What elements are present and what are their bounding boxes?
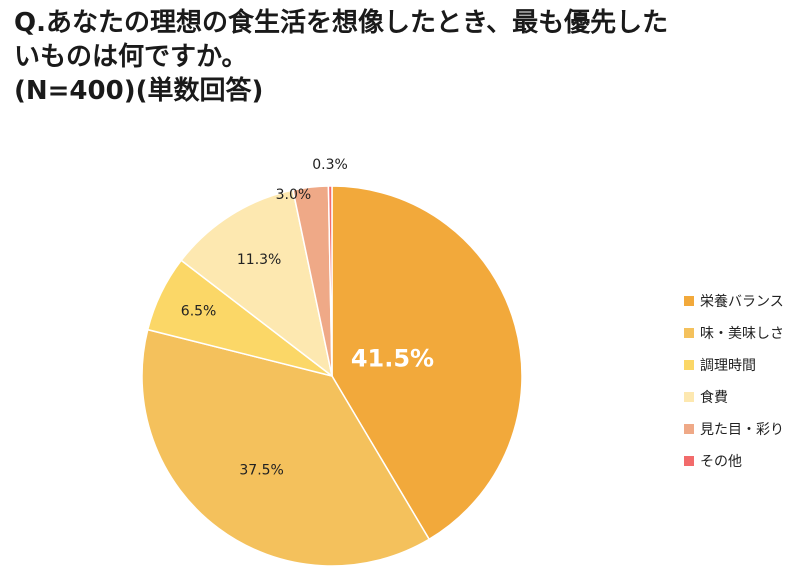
legend: 栄養バランス 味・美味しさ 調理時間食費見た目・彩り その他 (684, 285, 784, 477)
data-label-5: 0.3% (312, 157, 348, 173)
title-line-3: (N=400)(単数回答) (14, 76, 264, 106)
legend-swatch-0 (684, 296, 694, 306)
chart-title: Q.あなたの理想の食生活を想像したとき、最も優先した いものは何ですか。 (N=… (14, 6, 804, 108)
legend-label-0: 栄養バランス (700, 294, 784, 310)
pie-slice-1 (141, 328, 431, 567)
legend-swatch-5 (684, 456, 694, 466)
title-line-1: Q.あなたの理想の食生活を想像したとき、最も優先した (14, 8, 669, 38)
pie-slice-3 (180, 189, 334, 378)
legend-label-5: その他 (700, 454, 742, 470)
data-label-3: 11.3% (237, 252, 281, 268)
legend-label-3: 食費 (700, 390, 728, 406)
legend-item-1: 味・美味しさ (684, 317, 784, 349)
legend-item-0: 栄養バランス (684, 285, 784, 317)
data-label-2: 6.5% (181, 303, 217, 319)
legend-swatch-2 (684, 360, 694, 370)
legend-label-2: 調理時間 (700, 358, 756, 374)
title-line-2: いものは何ですか。 (14, 42, 248, 72)
legend-item-4: 見た目・彩り (684, 413, 784, 445)
pie-slice-0 (331, 185, 523, 541)
legend-swatch-3 (684, 392, 694, 402)
pie-slice-5 (327, 185, 333, 377)
legend-item-3: 食費 (684, 381, 784, 413)
data-label-0: 41.5% (351, 344, 434, 372)
legend-swatch-1 (684, 328, 694, 338)
legend-label-4: 見た目・彩り (700, 422, 784, 438)
legend-item-2: 調理時間 (684, 349, 784, 381)
legend-label-1: 味・美味しさ (700, 326, 784, 342)
data-label-1: 37.5% (239, 462, 283, 478)
data-label-4: 3.0% (276, 187, 312, 203)
legend-item-5: その他 (684, 445, 784, 477)
legend-swatch-4 (684, 424, 694, 434)
